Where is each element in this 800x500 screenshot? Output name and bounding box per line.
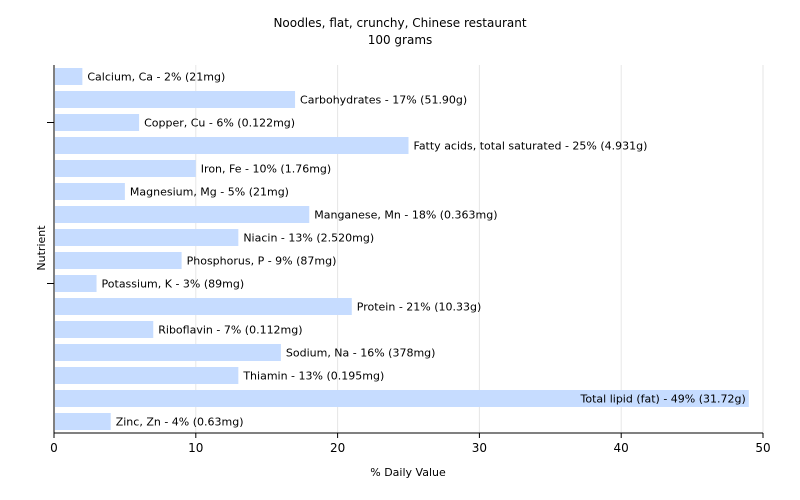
bar [55, 275, 97, 292]
chart-title: Noodles, flat, crunchy, Chinese restaura… [273, 16, 526, 30]
bar-label: Sodium, Na - 16% (378mg) [286, 347, 436, 360]
x-tick-label: 50 [755, 441, 770, 455]
bar [55, 344, 281, 361]
bar-label: Iron, Fe - 10% (1.76mg) [201, 163, 331, 176]
bar-label: Phosphorus, P - 9% (87mg) [187, 255, 337, 268]
bar [55, 229, 239, 246]
bar [55, 114, 140, 131]
bar-label: Calcium, Ca - 2% (21mg) [87, 71, 225, 84]
bar [55, 252, 182, 269]
bar-label: Potassium, K - 3% (89mg) [102, 278, 245, 291]
bar-label: Total lipid (fat) - 49% (31.72g) [580, 393, 746, 406]
bar [55, 206, 310, 223]
bar [55, 390, 749, 407]
bar [55, 321, 154, 338]
bar [55, 137, 409, 154]
bar-label: Fatty acids, total saturated - 25% (4.93… [414, 140, 648, 153]
bar [55, 91, 296, 108]
x-axis-label: % Daily Value [370, 466, 446, 479]
bar-label: Magnesium, Mg - 5% (21mg) [130, 186, 289, 199]
bar-label: Niacin - 13% (2.520mg) [243, 232, 374, 245]
bar [55, 68, 83, 85]
bar [55, 413, 111, 430]
bar-label: Protein - 21% (10.33g) [357, 301, 482, 314]
x-tick-label: 10 [188, 441, 203, 455]
bar-label: Riboflavin - 7% (0.112mg) [158, 324, 302, 337]
axes: 0 10 20 30 40 50 [47, 65, 771, 455]
chart-subtitle: 100 grams [368, 33, 433, 47]
bars-group: Calcium, Ca - 2% (21mg) Carbohydrates - 1… [55, 68, 749, 430]
bar-label: Copper, Cu - 6% (0.122mg) [144, 117, 295, 130]
bar [55, 183, 125, 200]
x-tick-label: 40 [614, 441, 629, 455]
bar-label: Zinc, Zn - 4% (0.63mg) [116, 416, 244, 429]
bar [55, 367, 239, 384]
x-tick-label: 20 [330, 441, 345, 455]
bar-label: Carbohydrates - 17% (51.90g) [300, 94, 467, 107]
y-axis-label: Nutrient [35, 225, 48, 271]
bar-label: Manganese, Mn - 18% (0.363mg) [314, 209, 497, 222]
x-tick-label: 0 [50, 441, 58, 455]
bar [55, 160, 196, 177]
bar-label: Thiamin - 13% (0.195mg) [242, 370, 384, 383]
x-tick-label: 30 [472, 441, 487, 455]
bar [55, 298, 352, 315]
